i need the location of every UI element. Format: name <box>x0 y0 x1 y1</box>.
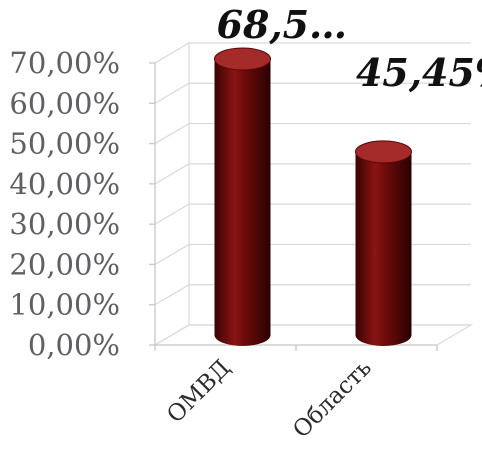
x-category-label: ОМВД <box>162 355 236 429</box>
bar-body <box>355 151 412 346</box>
gridlines <box>154 42 474 346</box>
y-tick-label: 70,00% <box>9 46 120 80</box>
gridline <box>154 284 471 306</box>
floor <box>154 324 474 346</box>
x-category-label: Область <box>288 355 376 443</box>
gridline <box>154 203 471 225</box>
bar-top <box>355 140 412 164</box>
gridline <box>154 324 471 346</box>
y-tick-label: 50,00% <box>9 127 120 161</box>
data-label: 68,5… <box>217 2 348 47</box>
y-tick-label: 10,00% <box>9 288 120 322</box>
y-tick-labels: 0,00% 10,00% 20,00% 30,00% 40,00% 50,00% 60,00… <box>9 46 120 362</box>
gridline <box>154 122 471 145</box>
x-category-labels: ОМВД Область <box>162 355 377 443</box>
bar-top <box>214 47 271 71</box>
bars <box>214 47 412 347</box>
data-labels: 68,5…45,45% <box>217 2 482 95</box>
gridline <box>154 163 471 185</box>
bar-body <box>214 59 271 347</box>
data-label: 45,45% <box>356 50 482 95</box>
y-tick-label: 30,00% <box>9 207 120 241</box>
gridline <box>154 243 471 265</box>
y-tick-label: 0,00% <box>28 328 120 362</box>
y-tick-label: 40,00% <box>9 167 120 201</box>
y-tick-label: 60,00% <box>9 86 120 120</box>
bar <box>355 140 412 346</box>
bar <box>214 47 271 347</box>
y-tick-label: 20,00% <box>9 247 120 281</box>
